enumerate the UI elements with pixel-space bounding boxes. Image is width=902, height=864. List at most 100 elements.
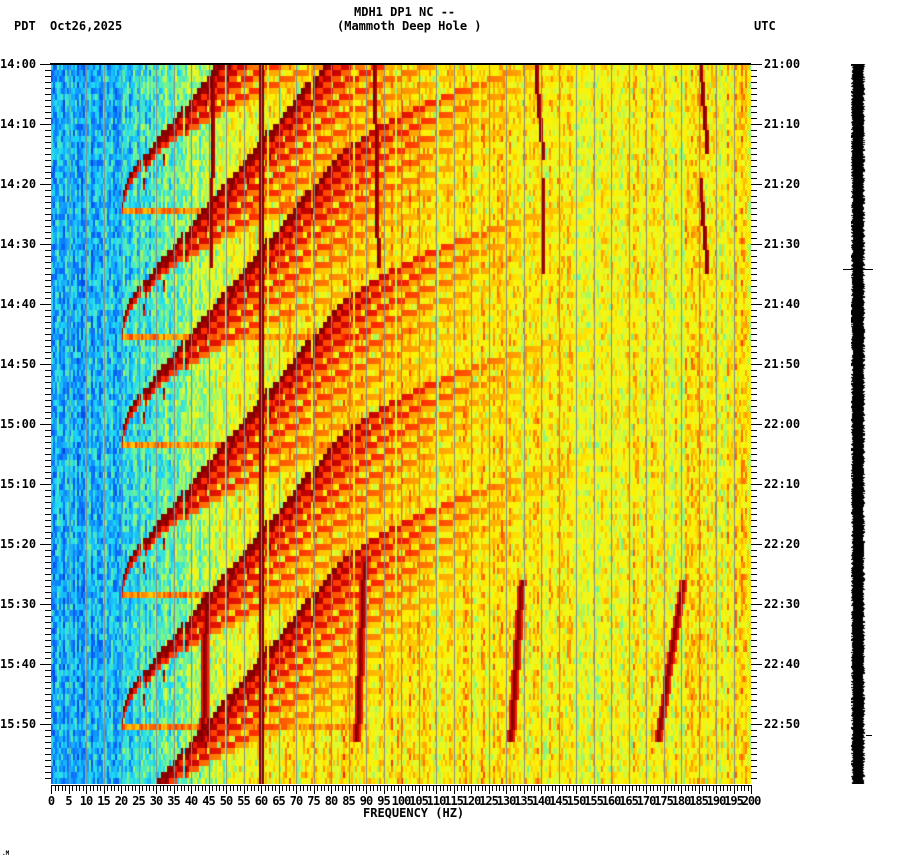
frequency-tick	[160, 785, 161, 791]
frequency-label: 110	[426, 794, 447, 808]
right-time-tick	[751, 100, 757, 101]
frequency-tick	[356, 785, 357, 791]
frequency-tick	[163, 785, 164, 791]
right-time-tick	[751, 730, 757, 731]
frequency-tick	[359, 785, 360, 791]
left-time-tick	[45, 640, 51, 641]
frequency-tick	[184, 785, 185, 791]
frequency-tick	[195, 785, 196, 791]
right-time-tick	[751, 394, 757, 395]
frequency-tick	[534, 785, 535, 791]
frequency-label: 25	[132, 794, 145, 808]
frequency-tick	[90, 785, 91, 791]
frequency-tick	[321, 785, 322, 791]
frequency-tick	[478, 785, 479, 791]
frequency-label: 135	[514, 794, 534, 808]
left-time-tick	[45, 652, 51, 653]
left-time-tick	[45, 352, 51, 353]
frequency-tick	[286, 785, 287, 791]
frequency-tick	[513, 785, 514, 791]
frequency-tick	[604, 785, 605, 791]
frequency-label: 185	[689, 794, 709, 808]
frequency-tick	[583, 785, 584, 791]
frequency-tick	[167, 785, 168, 791]
frequency-tick	[531, 785, 532, 791]
frequency-tick	[177, 785, 178, 791]
frequency-tick	[51, 785, 52, 794]
frequency-tick	[139, 785, 140, 794]
right-time-label: 22:30	[764, 597, 801, 611]
frequency-tick	[65, 785, 66, 791]
frequency-tick	[657, 785, 658, 791]
frequency-tick	[580, 785, 581, 791]
right-time-tick	[751, 214, 757, 215]
right-time-label: 21:00	[764, 57, 801, 71]
frequency-tick	[398, 785, 399, 791]
right-time-tick	[751, 436, 757, 437]
frequency-tick	[576, 785, 577, 794]
left-time-tick	[45, 358, 51, 359]
frequency-tick	[734, 785, 735, 794]
frequency-tick	[328, 785, 329, 791]
right-time-tick	[751, 706, 757, 707]
frequency-tick	[342, 785, 343, 791]
left-time-tick	[45, 670, 51, 671]
frequency-tick	[415, 785, 416, 791]
frequency-label: 50	[219, 794, 233, 808]
right-time-tick	[751, 610, 757, 611]
left-time-tick	[45, 622, 51, 623]
timezone-right-label: UTC	[754, 19, 776, 33]
frequency-tick	[230, 785, 231, 791]
left-time-tick	[45, 442, 51, 443]
right-time-tick	[751, 700, 757, 701]
left-time-tick	[45, 388, 51, 389]
frequency-tick	[142, 785, 143, 791]
frequency-tick	[566, 785, 567, 791]
left-time-tick	[45, 160, 51, 161]
left-time-tick	[45, 130, 51, 131]
frequency-tick	[69, 785, 70, 794]
frequency-label: 140	[531, 794, 552, 808]
frequency-tick	[387, 785, 388, 791]
right-time-label: 21:20	[764, 177, 801, 191]
left-time-tick	[45, 556, 51, 557]
frequency-tick	[426, 785, 427, 791]
left-time-tick	[45, 250, 51, 251]
frequency-tick	[461, 785, 462, 791]
left-time-tick	[45, 70, 51, 71]
left-time-tick	[45, 370, 51, 371]
frequency-tick	[650, 785, 651, 791]
frequency-tick	[261, 785, 262, 794]
right-time-tick	[751, 88, 757, 89]
right-time-tick	[751, 94, 757, 95]
right-time-tick	[751, 760, 757, 761]
left-time-tick	[40, 484, 51, 485]
left-time-tick	[45, 106, 51, 107]
frequency-tick	[216, 785, 217, 791]
left-time-tick	[45, 748, 51, 749]
frequency-tick	[695, 785, 696, 791]
left-time-tick	[45, 454, 51, 455]
frequency-tick	[125, 785, 126, 791]
timezone-left-label: PDT	[14, 19, 36, 33]
frequency-tick	[541, 785, 542, 794]
right-time-tick	[751, 592, 757, 593]
frequency-label: 100	[391, 794, 412, 808]
frequency-tick	[492, 785, 493, 791]
frequency-tick	[489, 785, 490, 794]
frequency-label: 95	[377, 794, 390, 808]
frequency-tick	[118, 785, 119, 791]
right-time-tick	[751, 112, 757, 113]
frequency-tick	[394, 785, 395, 791]
frequency-tick	[618, 785, 619, 791]
frequency-tick	[527, 785, 528, 791]
frequency-tick	[524, 785, 525, 794]
frequency-tick	[226, 785, 227, 794]
frequency-tick	[713, 785, 714, 791]
frequency-tick	[317, 785, 318, 791]
frequency-tick	[597, 785, 598, 791]
left-time-tick	[45, 490, 51, 491]
frequency-tick	[720, 785, 721, 791]
frequency-tick	[741, 785, 742, 791]
right-time-tick	[751, 550, 757, 551]
